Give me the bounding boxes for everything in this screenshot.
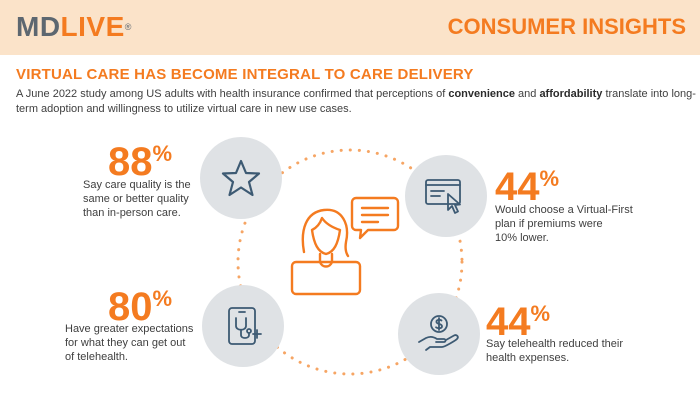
page-title: VIRTUAL CARE HAS BECOME INTEGRAL TO CARE… [16, 66, 474, 83]
stat-80-line-3: of telehealth. [65, 351, 128, 363]
stat-44-expenses-percent: % [530, 301, 551, 326]
stat-80-icon-circle [202, 285, 284, 367]
header-title: CONSUMER INSIGHTS [447, 14, 686, 39]
stat-88-caption: Say care quality is the same or better q… [83, 178, 191, 220]
logo-md-text: MD [16, 11, 61, 42]
logo-live-text: LIVE [60, 11, 125, 42]
intro-text-2: and [514, 88, 540, 100]
stat-88-line-1: Say care quality is the [83, 179, 191, 191]
stat-44-expenses-value: 44 [486, 300, 531, 344]
stat-80-caption: Have greater expectations for what they … [65, 322, 193, 364]
stat-44-virtual-first-line-2: plan if premiums were [495, 218, 603, 230]
stat-44-expenses-caption: Say telehealth reduced their health expe… [486, 337, 623, 365]
intro-bold-convenience: convenience [448, 88, 515, 100]
stat-88-percent: % [152, 141, 173, 166]
stat-88-line-2: same or better quality [83, 193, 189, 205]
intro-text-3: translate into long-term adoption and wi… [16, 88, 696, 115]
stat-44-virtual-first-caption: Would choose a Virtual-First plan if pre… [495, 203, 633, 245]
intro-bold-affordability: affordability [539, 88, 603, 100]
stat-44-expenses-line-1: Say telehealth reduced their [486, 338, 623, 350]
header-band: MDLIVE® CONSUMER INSIGHTS [0, 0, 700, 55]
telehealth-tablet-icon [228, 307, 262, 345]
stat-44-virtual-first-icon-circle [405, 155, 487, 237]
stat-80-line-1: Have greater expectations [65, 323, 194, 335]
intro-paragraph: A June 2022 study among US adults with h… [16, 87, 696, 117]
stat-44-expenses-line-2: health expenses. [486, 352, 570, 364]
stat-44-virtual-first-percent: % [539, 166, 560, 191]
stat-80-value: 80 [108, 285, 153, 329]
stat-80-percent: % [152, 286, 173, 311]
star-icon [221, 159, 261, 197]
stat-88-value: 88 [108, 140, 153, 184]
stat-88-number: 88% [108, 133, 172, 183]
stat-44-expenses-number: 44% [486, 293, 550, 343]
stat-44-virtual-first-line-3: 10% lower. [495, 232, 549, 244]
stat-80-number: 80% [108, 278, 172, 328]
stat-80-line-2: for what they can get out [65, 337, 186, 349]
stat-88-line-3: than in-person care. [83, 207, 181, 219]
stat-88-icon-circle [200, 137, 282, 219]
stat-44-expenses-icon-circle [398, 293, 480, 375]
stat-44-virtual-first-number: 44% [495, 158, 559, 208]
intro-text-1: A June 2022 study among US adults with h… [16, 88, 449, 100]
stat-44-virtual-first-value: 44 [495, 165, 540, 209]
logo-registered-mark: ® [124, 22, 132, 32]
mdlive-logo[interactable]: MDLIVE® [16, 12, 132, 42]
hand-coin-icon [418, 315, 459, 351]
stat-44-virtual-first-line-1: Would choose a Virtual-First [495, 204, 633, 216]
click-browser-icon [425, 179, 461, 214]
person-chat-icon [290, 196, 400, 296]
